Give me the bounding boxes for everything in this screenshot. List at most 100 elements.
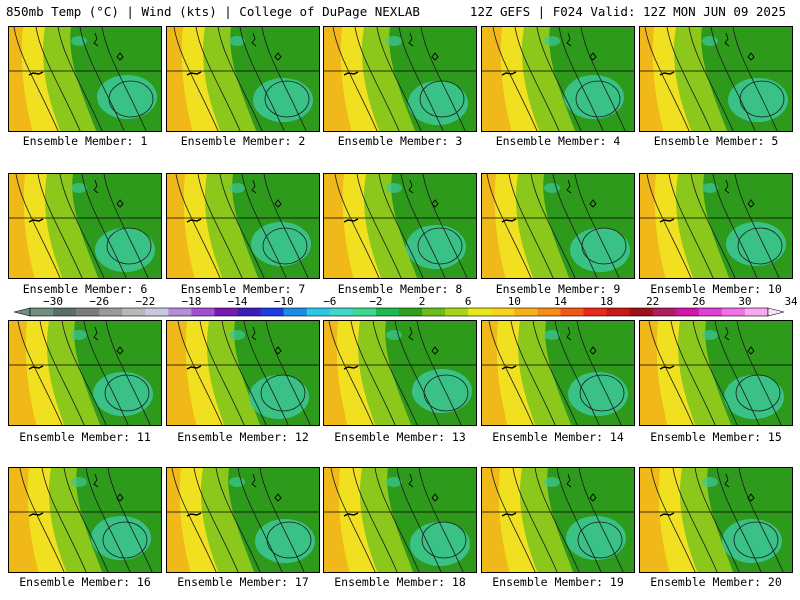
member-map-panel[interactable] [323,173,477,279]
colorbar-swatch [468,308,492,316]
member-map-panel[interactable] [481,26,635,132]
colorbar-tick-label: 34 [784,296,798,308]
temperature-map [167,174,319,278]
colorbar-tick-label: −6 [323,296,336,308]
colorbar-tick-label: 2 [419,296,426,308]
temperature-map [640,321,792,425]
colorbar-swatch [583,308,608,316]
member-label: Ensemble Member: 3 [337,134,463,148]
colorbar-tick-label: 22 [646,296,659,308]
member-map-panel[interactable] [8,467,162,573]
temperature-map [640,174,792,278]
colorbar-swatch [329,308,354,316]
colorbar-swatch [214,308,239,316]
colorbar-swatch [721,308,746,316]
member-label: Ensemble Member: 13 [334,430,466,444]
member-map-panel[interactable] [166,173,320,279]
colorbar-graphic: −30−26−22−18−14−10−6−2261014182226303438… [13,296,798,317]
member-map-panel[interactable] [639,320,793,426]
member-label: Ensemble Member: 16 [19,575,151,589]
colorbar-swatch [629,308,654,316]
colorbar-swatch [30,308,54,316]
colorbar-tick-label: −2 [369,296,382,308]
colorbar-swatch [306,308,331,316]
colorbar-swatch [445,308,469,316]
member-map-panel[interactable] [166,26,320,132]
member-label: Ensemble Member: 11 [19,430,151,444]
member-label: Ensemble Member: 10 [650,282,782,296]
colorbar-swatch [122,308,146,316]
temperature-map [640,468,792,572]
member-label: Ensemble Member: 5 [653,134,779,148]
member-label: Ensemble Member: 15 [650,430,782,444]
colorbar-swatch [168,308,192,316]
colorbar-tick-label: 26 [692,296,705,308]
temperature-map [9,468,161,572]
member-map-panel[interactable] [481,467,635,573]
temperature-map [9,27,161,131]
temperature-map [324,468,476,572]
colorbar-swatch [422,308,446,316]
colorbar-swatch [76,308,100,316]
member-label: Ensemble Member: 2 [180,134,306,148]
colorbar-swatch [237,308,262,316]
member-label: Ensemble Member: 14 [492,430,624,444]
member-map-panel[interactable] [8,320,162,426]
member-label: Ensemble Member: 12 [177,430,309,444]
temperature-map [167,468,319,572]
temperature-map [167,27,319,131]
member-map-panel[interactable] [481,173,635,279]
member-label: Ensemble Member: 1 [22,134,148,148]
temperature-map [324,27,476,131]
temperature-map [482,174,634,278]
member-map-panel[interactable] [639,467,793,573]
colorbar-swatch [352,308,377,316]
colorbar-swatch [53,308,77,316]
temperature-map [482,27,634,131]
member-map-panel[interactable] [323,467,477,573]
colorbar-tick-label: −10 [274,296,294,308]
colorbar-tick-label: 18 [600,296,613,308]
colorbar-min-arrow [13,307,31,317]
colorbar-tick-label: −30 [43,296,63,308]
member-label: Ensemble Member: 6 [22,282,148,296]
member-map-panel[interactable] [323,26,477,132]
colorbar-swatch [491,308,515,316]
colorbar-swatch [191,308,215,316]
run-valid-time: 12Z GEFS | F024 Valid: 12Z MON JUN 09 20… [469,4,786,19]
colorbar-swatch [375,308,400,316]
colorbar-swatch [560,308,584,316]
colorbar-tick-label: −18 [182,296,202,308]
member-map-panel[interactable] [166,467,320,573]
colorbar-swatch [744,308,769,316]
temperature-map [324,174,476,278]
member-map-panel[interactable] [639,173,793,279]
member-label: Ensemble Member: 19 [492,575,624,589]
colorbar-swatch [698,308,723,316]
temperature-map [482,321,634,425]
member-label: Ensemble Member: 9 [495,282,621,296]
colorbar-tick-label: 10 [508,296,521,308]
colorbar-tick-label: −26 [89,296,109,308]
colorbar-swatch [514,308,538,316]
colorbar-tick-label: −14 [228,296,248,308]
colorbar-swatch [99,308,123,316]
colorbar-max-arrow [767,307,785,317]
member-label: Ensemble Member: 18 [334,575,466,589]
member-map-panel[interactable] [166,320,320,426]
member-map-panel[interactable] [481,320,635,426]
member-label: Ensemble Member: 20 [650,575,782,589]
member-map-panel[interactable] [639,26,793,132]
colorbar-swatch [606,308,631,316]
temperature-map [9,174,161,278]
colorbar-swatch [283,308,308,316]
colorbar-swatch [260,308,285,316]
member-map-panel[interactable] [323,320,477,426]
member-label: Ensemble Member: 8 [337,282,463,296]
colorbar-swatch [399,308,423,316]
member-map-panel[interactable] [8,26,162,132]
member-label: Ensemble Member: 4 [495,134,621,148]
temperature-map [640,27,792,131]
member-map-panel[interactable] [8,173,162,279]
